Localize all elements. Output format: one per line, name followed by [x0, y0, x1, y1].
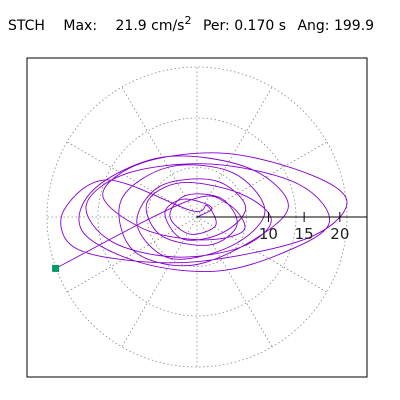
grid-spoke-10	[196, 216, 273, 348]
grid-spoke-1	[196, 141, 328, 218]
per-value: 0.170 s	[234, 18, 287, 34]
radial-tick-label-15: 15	[295, 225, 314, 243]
grid-spoke-2	[196, 86, 273, 218]
max-unit: cm/s	[151, 18, 185, 34]
max-label: Max:	[63, 18, 98, 34]
radial-tick-label-10: 10	[259, 225, 278, 243]
radial-tick-label-20: 20	[330, 225, 349, 243]
radial-axis: 10 15 20	[197, 212, 367, 243]
ang-label: Ang:	[297, 18, 330, 34]
marker-layer	[52, 264, 60, 272]
motion-trace	[55, 152, 348, 272]
grid-spoke-7	[66, 216, 198, 293]
station-code: STCH	[8, 18, 45, 34]
end-point-marker	[52, 264, 60, 272]
max-value: 21.9	[115, 18, 147, 34]
per-label: Per:	[202, 18, 230, 34]
header-readout: STCH Max: 21.9 cm/s2 Per: 0.170 s Ang: 1…	[8, 14, 375, 36]
grid-spoke-11	[196, 216, 328, 293]
trace-layer	[55, 152, 348, 272]
ang-value: 199.9	[333, 18, 375, 34]
max-unit-exponent: 2	[184, 14, 192, 27]
grid-spoke-4	[121, 86, 198, 218]
